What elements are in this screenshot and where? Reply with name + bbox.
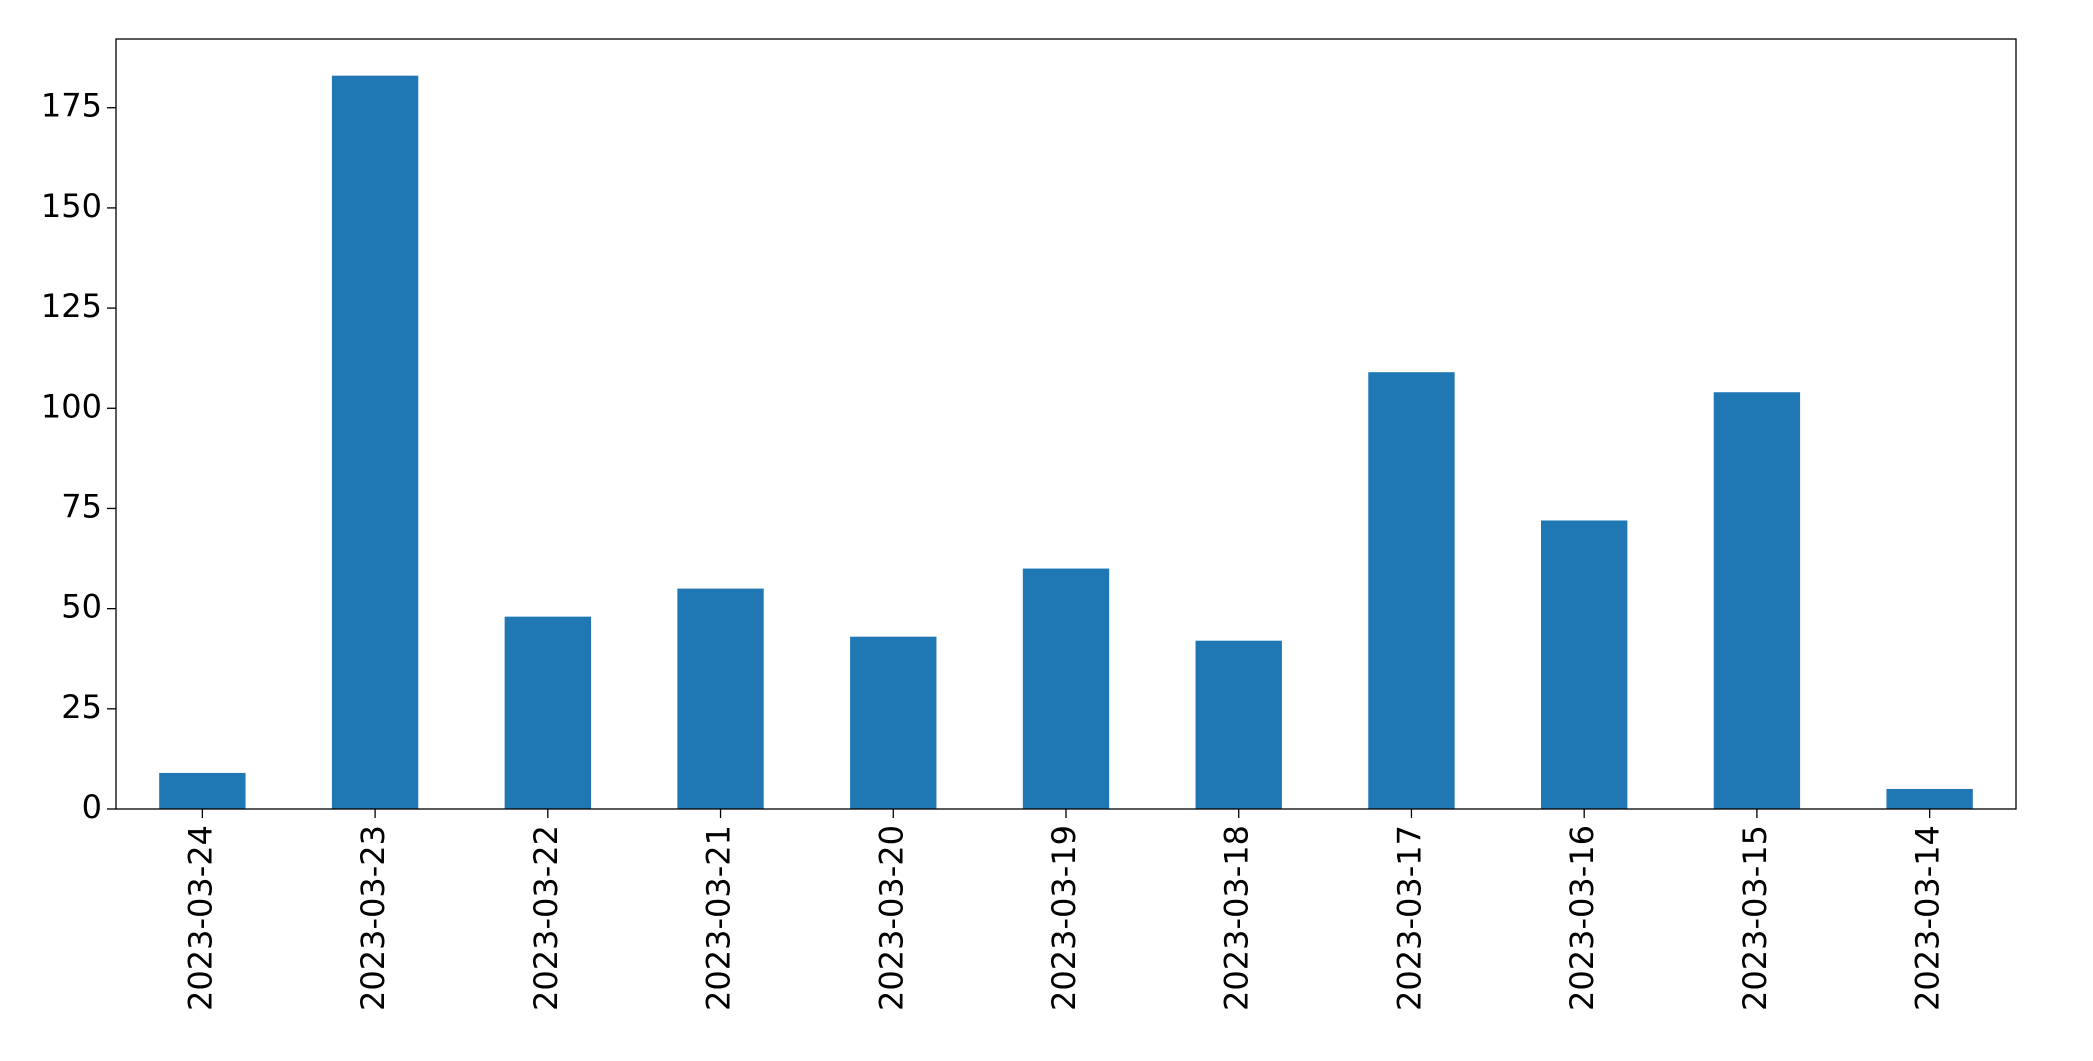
bar [1368, 372, 1455, 809]
y-tick-label: 75 [61, 487, 102, 525]
y-tick-label: 175 [41, 87, 102, 125]
bar [1541, 520, 1628, 809]
x-tick-label: 2023-03-20 [872, 825, 910, 1011]
bar [1022, 568, 1110, 809]
y-tick-label: 50 [61, 588, 102, 626]
x-tick-label: 2023-03-21 [700, 825, 738, 1011]
y-tick-label: 100 [41, 387, 102, 425]
bar [1886, 788, 1973, 809]
bar [1195, 640, 1282, 809]
x-tick-label: 2023-03-18 [1218, 825, 1256, 1011]
y-tick-label: 0 [82, 788, 102, 826]
x-tick-label: 2023-03-16 [1563, 825, 1601, 1011]
bar [331, 75, 419, 809]
x-tick-label: 2023-03-15 [1736, 825, 1774, 1011]
bar [850, 636, 937, 809]
x-tick-label: 2023-03-19 [1045, 825, 1083, 1011]
y-tick-label: 150 [41, 187, 102, 225]
x-tick-label: 2023-03-22 [527, 825, 565, 1011]
x-tick-label: 2023-03-24 [181, 825, 219, 1011]
x-tick-label: 2023-03-23 [354, 825, 392, 1011]
x-tick-label: 2023-03-14 [1909, 825, 1947, 1011]
bar [504, 616, 591, 809]
y-tick-label: 25 [61, 688, 102, 726]
x-tick-label: 2023-03-17 [1390, 825, 1428, 1011]
bar [159, 772, 246, 809]
bar [677, 588, 764, 809]
plot-frame [115, 38, 2017, 810]
y-tick-label: 125 [41, 287, 102, 325]
bar [1713, 392, 1801, 809]
